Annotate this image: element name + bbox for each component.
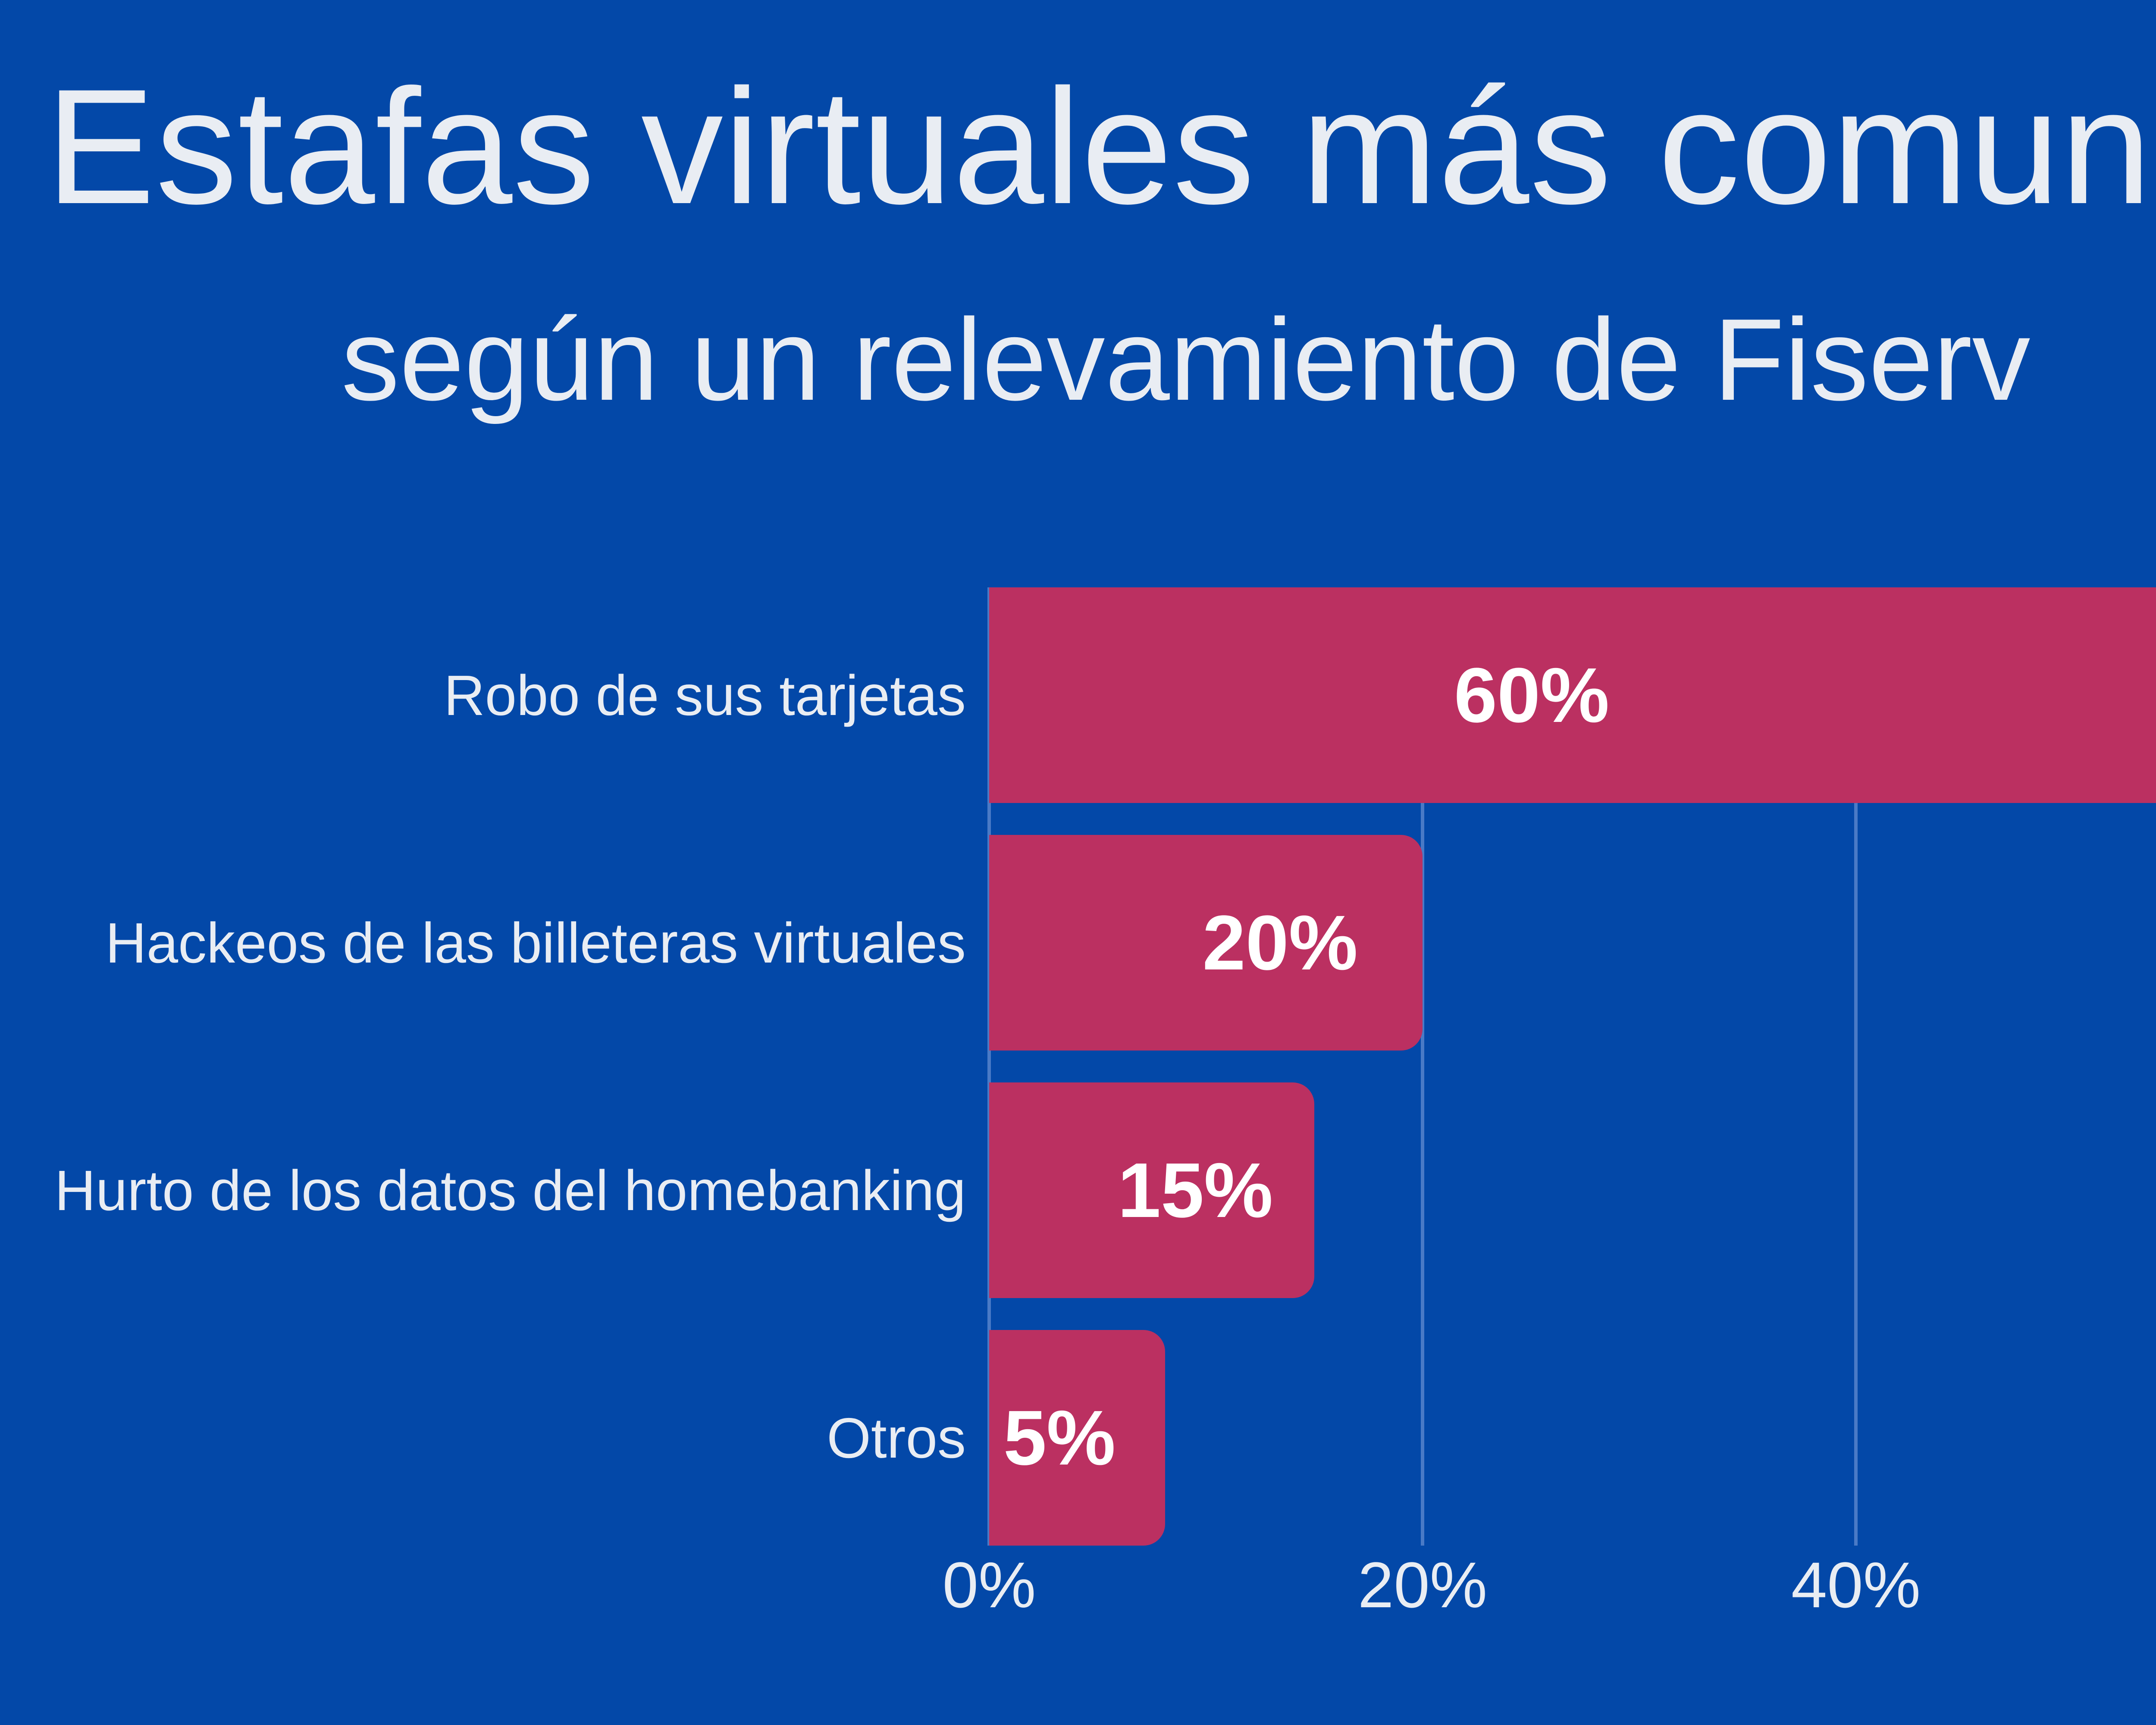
chart-row-hurto-homebanking: Hurto de los datos del homebanking 15% (0, 1082, 2156, 1298)
x-axis: 0% 20% 40% 60% (0, 1552, 2156, 1639)
gridline-20pct (1421, 587, 1424, 1546)
category-label: Robo de sus tarjetas (444, 663, 966, 727)
bar-value-label: 60% (1454, 652, 1610, 739)
bar-hackeos-billeteras: 20% (989, 835, 1423, 1051)
x-tick-40pct: 40% (1791, 1549, 1921, 1621)
bar-robo-de-sus-tarjetas: 60% (989, 587, 2156, 803)
gridline-40pct (1854, 587, 1858, 1546)
bar-value-label: 20% (1202, 899, 1358, 986)
bar-value-label: 15% (1117, 1147, 1273, 1234)
chart-subtitle: según un relevamiento de Fiserv (341, 295, 2031, 425)
chart-row-hackeos-billeteras: Hackeos de las billeteras virtuales 20% (0, 835, 2156, 1051)
category-label: Hurto de los datos del homebanking (54, 1158, 966, 1222)
bar-otros: 5% (989, 1330, 1165, 1546)
x-tick-20pct: 20% (1357, 1549, 1488, 1621)
chart-title: Estafas virtuales más comunes (46, 55, 2156, 238)
bar-value-label: 5% (1003, 1394, 1116, 1481)
category-label: Hackeos de las billeteras virtuales (105, 911, 966, 975)
x-tick-0pct: 0% (942, 1549, 1036, 1621)
bar-hurto-homebanking: 15% (989, 1082, 1315, 1298)
gridline-0pct (987, 587, 991, 1546)
chart-row-robo-de-sus-tarjetas: Robo de sus tarjetas 60% (0, 587, 2156, 803)
chart-row-otros: Otros 5% (0, 1330, 2156, 1546)
category-label: Otros (827, 1406, 966, 1470)
